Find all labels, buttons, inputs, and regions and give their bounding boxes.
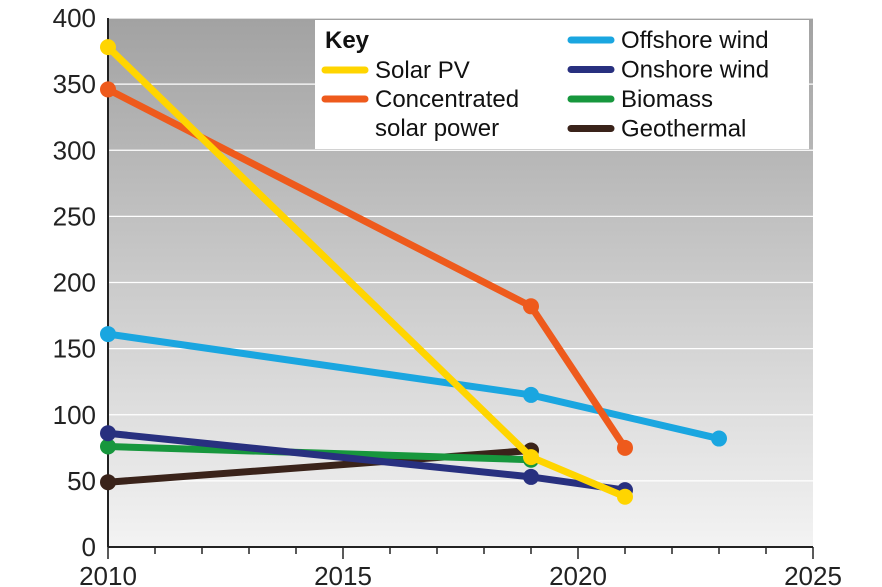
data-point-concentrated-solar-power-2021 xyxy=(617,439,633,456)
data-point-concentrated-solar-power-2010 xyxy=(100,81,116,98)
y-tick-label-250: 250 xyxy=(53,201,96,231)
legend-label-onshore-wind: Onshore wind xyxy=(621,57,769,84)
legend-item-offshore-wind: Offshore wind xyxy=(567,27,769,54)
x-tick-label-2020: 2020 xyxy=(549,561,607,587)
y-tick-label-100: 100 xyxy=(53,400,96,430)
data-point-solar-pv-2021 xyxy=(617,488,633,505)
legend-label-biomass: Biomass xyxy=(621,86,713,113)
data-point-onshore-wind-2019 xyxy=(523,468,539,485)
legend-item-solar-pv: Solar PV xyxy=(321,57,470,84)
data-point-onshore-wind-2010 xyxy=(100,425,116,442)
x-tick-label-2010: 2010 xyxy=(79,561,137,587)
data-point-geothermal-2010 xyxy=(100,474,116,491)
data-point-offshore-wind-2010 xyxy=(100,326,116,343)
legend-label-concentrated-solar-power: Concentrated xyxy=(375,86,519,113)
data-point-solar-pv-2019 xyxy=(523,449,539,466)
data-point-solar-pv-2010 xyxy=(100,39,116,56)
series-solar-pv xyxy=(100,39,633,505)
x-tick-label-2015: 2015 xyxy=(314,561,372,587)
data-point-offshore-wind-2019 xyxy=(523,386,539,403)
legend-label-geothermal: Geothermal xyxy=(621,116,746,143)
y-tick-label-50: 50 xyxy=(67,466,96,496)
y-tick-label-200: 200 xyxy=(53,268,96,298)
legend-box xyxy=(315,20,809,149)
y-tick-label-350: 350 xyxy=(53,69,96,99)
y-tick-label-150: 150 xyxy=(53,334,96,364)
legend-item-biomass: Biomass xyxy=(567,86,713,113)
data-point-concentrated-solar-power-2019 xyxy=(523,298,539,315)
legend-label-solar-pv: Solar PV xyxy=(375,57,470,84)
axes xyxy=(107,18,814,559)
y-tick-label-400: 400 xyxy=(53,3,96,33)
legend-label-offshore-wind: Offshore wind xyxy=(621,27,769,54)
legend-label-concentrated-solar-power: solar power xyxy=(375,115,499,142)
y-tick-label-300: 300 xyxy=(53,135,96,165)
data-point-biomass-2010 xyxy=(100,438,116,455)
series-concentrated-solar-power xyxy=(100,81,633,456)
y-tick-label-0: 0 xyxy=(82,532,96,562)
legend-item-onshore-wind: Onshore wind xyxy=(567,57,769,84)
tick-labels: 0 50 100 150 200 250 300 350 400 2010 2015 2020 2025 xyxy=(53,3,842,587)
series-offshore-wind xyxy=(100,326,727,447)
legend-title: Key xyxy=(325,27,370,54)
data-point-offshore-wind-2023 xyxy=(711,430,727,447)
series-group xyxy=(100,39,727,505)
legend-item-geothermal: Geothermal xyxy=(567,116,746,143)
x-tick-label-2025: 2025 xyxy=(784,561,842,587)
